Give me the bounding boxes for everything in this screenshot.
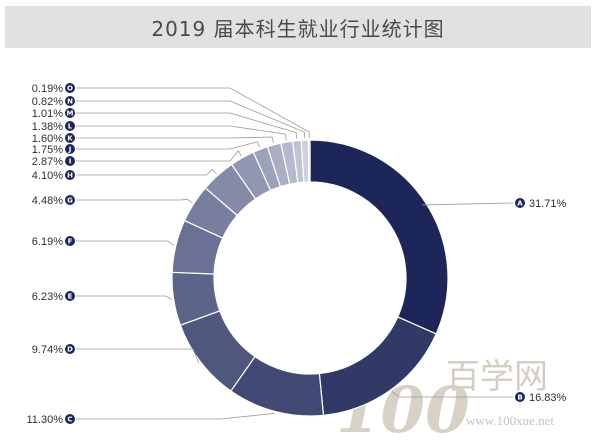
slice-badge-letter-i: I — [69, 158, 72, 166]
slice-badge-e — [65, 291, 75, 301]
donut-slices — [171, 139, 449, 417]
slice-badge-l — [65, 121, 75, 131]
leader-line-d — [76, 348, 200, 364]
chart-title-bar: 2019 届本科生就业行业统计图 — [5, 6, 591, 48]
slice-value-label-o: 0.19% — [32, 83, 63, 95]
slice-badge-letter-b: B — [517, 394, 522, 402]
leader-line-e — [76, 295, 172, 300]
leader-line-c — [76, 413, 275, 420]
slice-badge-m — [65, 108, 75, 118]
slice-badge-i — [65, 156, 75, 166]
slice-value-label-i: 2.87% — [32, 156, 63, 168]
slice-badge-n — [65, 96, 75, 106]
leader-line-a — [422, 202, 514, 206]
slice-labels: A 31.71% B 16.83% C11.30% D 9.74% E 6.23% F 6.19% G… — [27, 83, 567, 426]
leader-line-n — [76, 100, 306, 139]
slice-value-label-j: 1.75% — [32, 144, 63, 156]
slice-value-label-k: 1.60% — [32, 133, 63, 145]
leader-line-l — [76, 125, 287, 141]
slice-value-label-h: 4.10% — [32, 170, 63, 182]
slice-badge-b — [515, 392, 525, 402]
slice-badge-letter-f: F — [68, 238, 73, 246]
slice-badge-letter-o: O — [67, 85, 73, 93]
slice-value-label-l: 1.38% — [32, 121, 63, 133]
slice-badge-f — [65, 236, 75, 246]
slice-badge-g — [65, 195, 75, 205]
chart-title: 2019 届本科生就业行业统计图 — [151, 16, 445, 41]
leader-line-i — [76, 150, 242, 162]
slice-badge-letter-n: N — [67, 98, 73, 106]
leader-line-m — [76, 112, 298, 139]
slice-value-label-m: 1.01% — [32, 108, 63, 120]
slice-badge-j — [65, 144, 75, 154]
leader-line-k — [76, 136, 274, 143]
donut-slice-o — [307, 139, 311, 183]
leader-lines — [76, 87, 514, 420]
leader-line-o — [76, 87, 310, 139]
watermark-chinese: 百学网 — [446, 357, 548, 397]
slice-badge-letter-a: A — [517, 200, 523, 208]
slice-badge-letter-h: H — [67, 172, 73, 180]
slice-badge-letter-l: L — [68, 123, 73, 131]
slice-badge-letter-m: M — [67, 110, 74, 118]
leader-line-g — [76, 198, 193, 203]
slice-value-label-a: 31.71% — [529, 198, 567, 210]
slice-value-label-f: 6.19% — [32, 236, 63, 248]
slice-badge-letter-j: J — [68, 146, 72, 154]
slice-value-label-c: 11.30% — [27, 414, 64, 426]
watermark-url: www.100xue.net — [466, 413, 554, 428]
slice-badge-h — [65, 170, 75, 180]
slice-badge-o — [65, 83, 75, 93]
leader-line-j — [76, 141, 260, 150]
slice-value-label-e: 6.23% — [32, 291, 63, 303]
slice-value-label-g: 4.48% — [32, 195, 63, 207]
slice-badge-letter-d: D — [67, 346, 73, 354]
slice-badge-letter-k: K — [67, 135, 73, 143]
donut-slice-a — [309, 139, 449, 335]
slice-badge-c — [65, 414, 75, 424]
slice-badge-letter-c: C — [67, 416, 72, 424]
slice-badge-d — [65, 344, 75, 354]
slice-value-label-d: 9.74% — [32, 344, 63, 356]
slice-badge-a — [515, 198, 525, 208]
slice-value-label-n: 0.82% — [32, 96, 63, 108]
leader-line-f — [76, 240, 175, 246]
slice-value-label-b: 16.83% — [529, 392, 567, 404]
slice-badge-letter-e: E — [68, 293, 73, 301]
leader-line-b — [391, 391, 513, 398]
leader-line-h — [76, 168, 217, 176]
slice-badge-k — [65, 133, 75, 143]
slice-badge-letter-g: G — [67, 197, 73, 205]
